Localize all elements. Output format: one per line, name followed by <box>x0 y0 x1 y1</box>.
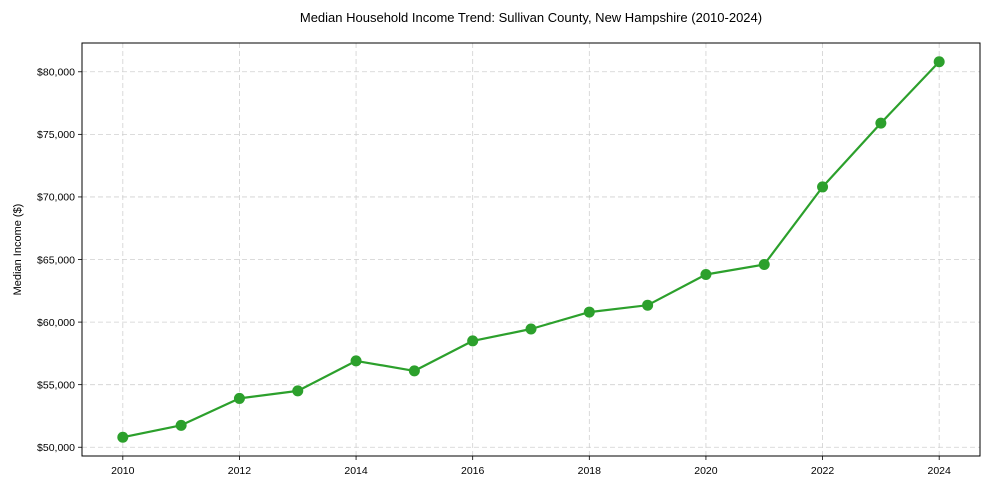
y-axis-label: Median Income ($) <box>12 204 24 296</box>
y-axis: $50,000 $55,000 $60,000 $65,000 $70,000 $75,0… <box>37 67 82 454</box>
data-series <box>117 56 945 443</box>
data-point-marker <box>233 392 245 404</box>
chart-title: Median Household Income Trend: Sullivan … <box>300 10 762 25</box>
plot-frame <box>81 42 981 457</box>
y-tick-label: $50,000 <box>37 442 75 454</box>
y-tick-label: $60,000 <box>37 317 75 329</box>
data-point-marker <box>583 306 595 318</box>
data-point-marker <box>408 365 420 377</box>
data-point-marker <box>525 323 537 335</box>
data-point-marker <box>758 259 770 271</box>
y-tick-label: $70,000 <box>37 192 75 204</box>
x-tick-label: 2020 <box>694 465 718 477</box>
x-tick-label: 2016 <box>461 465 485 477</box>
y-tick-label: $75,000 <box>37 129 75 141</box>
data-point-marker <box>467 335 479 347</box>
x-tick-label: 2012 <box>228 465 252 477</box>
grid-lines <box>82 43 980 456</box>
data-point-marker <box>642 299 654 311</box>
data-point-marker <box>700 269 712 281</box>
x-tick-label: 2010 <box>111 465 135 477</box>
x-axis: 2010 2012 2014 2016 2018 2020 2022 2024 <box>111 456 951 477</box>
x-tick-label: 2018 <box>578 465 602 477</box>
y-tick-label: $55,000 <box>37 379 75 391</box>
x-tick-label: 2022 <box>811 465 835 477</box>
data-point-marker <box>875 117 887 129</box>
x-tick-label: 2014 <box>344 465 368 477</box>
series-line <box>122 61 940 439</box>
data-point-marker <box>933 56 945 68</box>
y-tick-label: $65,000 <box>37 254 75 266</box>
data-point-marker <box>350 355 362 367</box>
y-tick-label: $80,000 <box>37 67 75 79</box>
data-point-marker <box>117 431 129 443</box>
data-point-marker <box>292 385 304 397</box>
data-point-marker <box>175 419 187 431</box>
x-tick-label: 2024 <box>928 465 952 477</box>
data-point-marker <box>817 181 829 193</box>
